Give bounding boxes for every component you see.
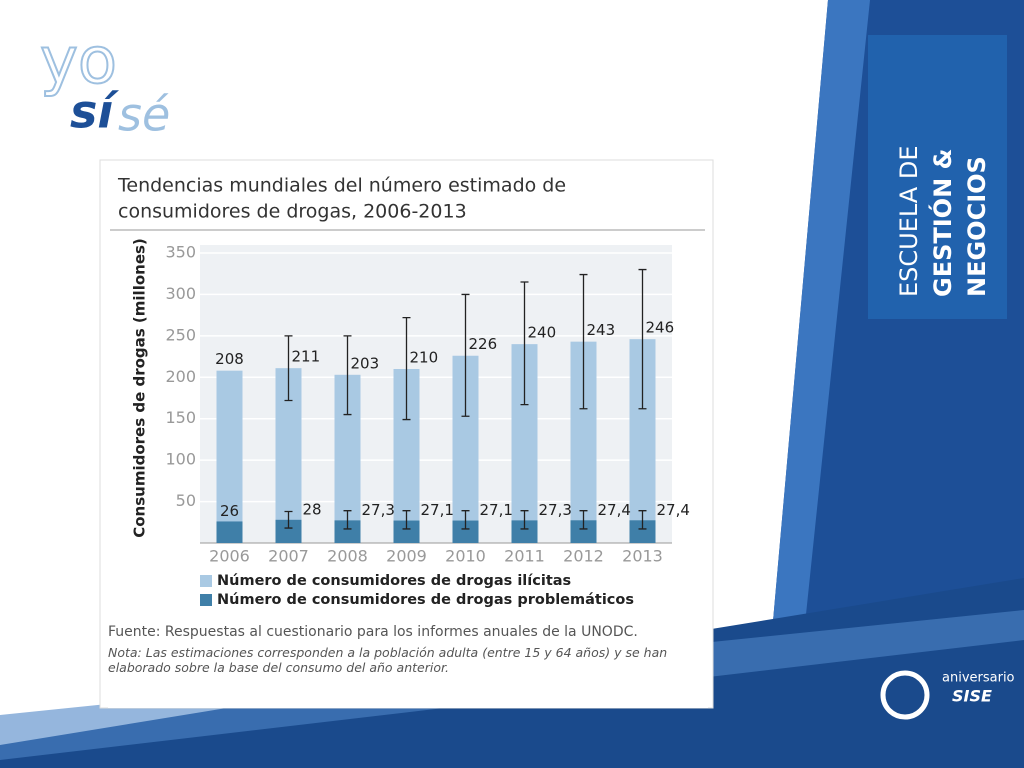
- error-bar: [638, 510, 647, 530]
- error-bar: [461, 510, 470, 530]
- legend-swatch: [200, 575, 212, 587]
- bar: [511, 520, 538, 543]
- y-tick-label: 250: [165, 325, 196, 344]
- x-tick-label: 2013: [622, 547, 663, 566]
- error-bar: [520, 510, 529, 530]
- footer-logo-text: aniversario: [942, 671, 1015, 686]
- footer-logo-mark: [880, 670, 930, 720]
- plot-area: [200, 245, 672, 543]
- legend-label: Número de consumidores de drogas problem…: [217, 592, 634, 608]
- y-tick-label: 100: [165, 450, 196, 469]
- x-tick-label: 2012: [563, 547, 604, 566]
- bar: [570, 520, 597, 543]
- bar: [452, 520, 479, 543]
- bar: [629, 520, 656, 543]
- bar: [216, 521, 243, 543]
- y-tick-label: 200: [165, 367, 196, 386]
- side-text: GESTIÓN &: [927, 149, 957, 297]
- value-label: 27,4: [598, 501, 631, 519]
- x-tick-label: 2010: [445, 547, 486, 566]
- error-bar: [638, 268, 647, 410]
- value-label: 27,1: [480, 501, 513, 519]
- value-label: 210: [410, 349, 439, 367]
- x-tick-label: 2006: [209, 547, 250, 566]
- note: Nota: Las estimaciones corresponden a la…: [108, 645, 668, 675]
- y-tick-label: 50: [176, 491, 196, 510]
- bar: [393, 520, 420, 543]
- error-bar: [343, 510, 352, 530]
- value-label: 211: [292, 348, 321, 366]
- error-bar: [402, 316, 411, 421]
- legend-swatch: [200, 594, 212, 606]
- source: Fuente: Respuestas al cuestionario para …: [108, 624, 638, 640]
- bar: [216, 370, 243, 543]
- error-bar: [579, 510, 588, 530]
- y-tick-label: 300: [165, 284, 196, 303]
- x-tick-label: 2007: [268, 547, 309, 566]
- value-label: 243: [587, 321, 616, 339]
- value-label: 28: [303, 500, 322, 518]
- legend-label: Número de consumidores de drogas ilícita…: [217, 573, 571, 589]
- side-panel: [868, 35, 1007, 319]
- error-bar: [579, 273, 588, 410]
- y-tick-label: 350: [165, 243, 196, 262]
- x-tick-label: 2009: [386, 547, 427, 566]
- y-tick-label: 150: [165, 408, 196, 427]
- error-bar: [284, 335, 293, 402]
- footer-logo-text: SISE: [952, 687, 992, 706]
- side-text: ESCUELA DE: [895, 146, 923, 298]
- chart-title: consumidores de drogas, 2006-2013: [118, 201, 467, 223]
- side-text: NEGOCIOS: [963, 156, 991, 297]
- x-tick-label: 2008: [327, 547, 368, 566]
- value-label: 27,3: [362, 501, 395, 519]
- error-bar: [461, 293, 470, 417]
- value-label: 27,4: [657, 501, 690, 519]
- value-label: 27,3: [539, 501, 572, 519]
- value-label: 27,1: [421, 501, 454, 519]
- error-bar: [520, 281, 529, 406]
- error-bar: [284, 510, 293, 529]
- logo-text: sé: [118, 88, 170, 142]
- chart-title: Tendencias mundiales del número estimado…: [117, 175, 566, 197]
- value-label: 226: [469, 335, 498, 353]
- value-label: 203: [351, 354, 380, 372]
- bar: [334, 520, 361, 543]
- value-label: 246: [646, 319, 675, 337]
- logo-text: sí: [70, 85, 119, 139]
- value-label: 26: [220, 502, 239, 520]
- bar: [275, 519, 302, 543]
- value-label: 208: [215, 350, 244, 368]
- error-bar: [402, 510, 411, 530]
- logo-text: yo: [40, 25, 117, 99]
- notes: Fuente: Respuestas al cuestionario para …: [108, 624, 708, 708]
- value-label: 240: [528, 324, 557, 342]
- bg-shape: [760, 0, 870, 768]
- error-bar: [343, 335, 352, 416]
- notes-box: Fuente: Respuestas al cuestionario para …: [108, 624, 708, 708]
- y-axis-label: Consumidores de drogas (millones): [131, 238, 149, 538]
- x-tick-label: 2011: [504, 547, 545, 566]
